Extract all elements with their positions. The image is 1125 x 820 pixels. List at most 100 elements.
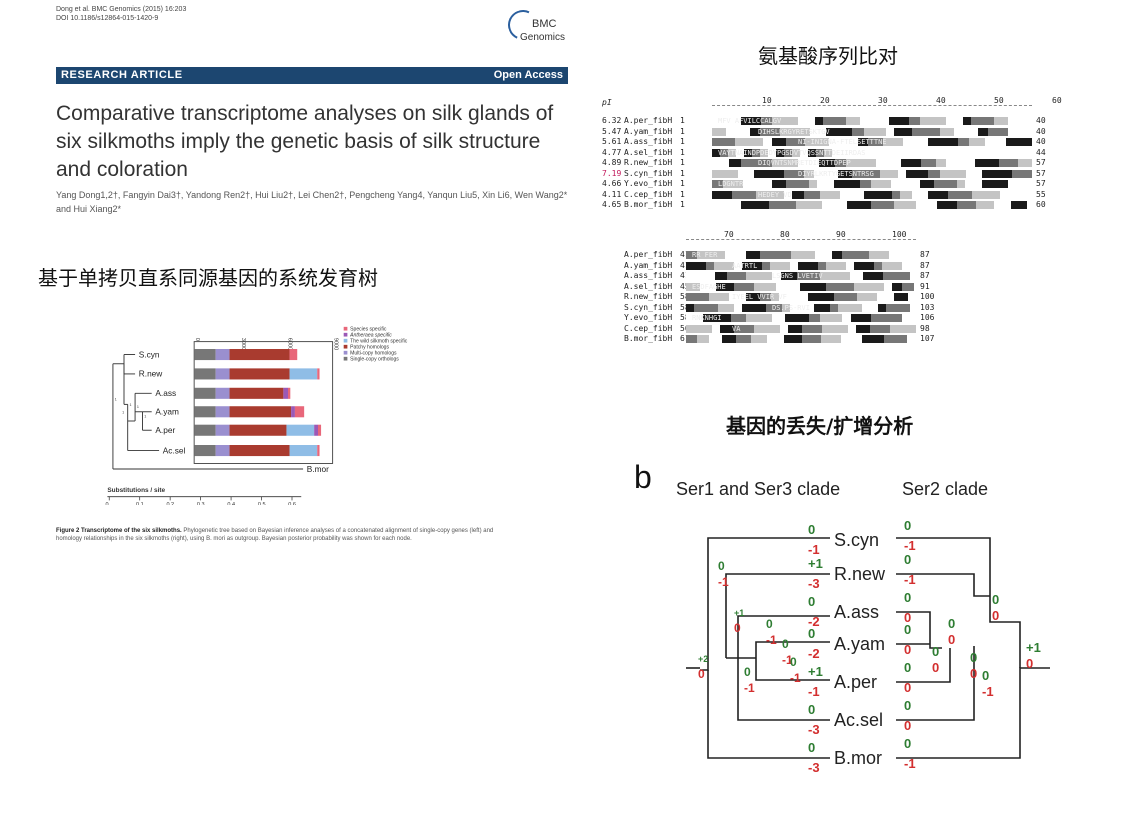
sequence-end: 55 (1036, 189, 1046, 199)
residue-shade (760, 251, 791, 259)
alignment-row: 4.65 B.mor_fibH 1 60 (602, 200, 1062, 210)
right-loss: 0 (904, 610, 911, 625)
bar-segment (194, 349, 216, 361)
bar-segment (318, 424, 322, 436)
residue-shade (972, 190, 1000, 199)
sequence-name: Y.evo_fibH (624, 179, 673, 188)
taxon-label: R.new (139, 369, 164, 379)
residue-fragment: HEDEY VD (758, 190, 792, 199)
residue-shade (912, 190, 928, 199)
residue-shade (767, 335, 784, 343)
residue-shade (762, 261, 770, 270)
residue-shade (709, 335, 722, 343)
right-gain: 0 (904, 698, 911, 713)
sequence-name: A.per_fibH (624, 116, 673, 125)
residue-shade (829, 138, 858, 146)
node-support: 1 (122, 411, 124, 415)
residue-shade (852, 169, 880, 178)
residue-shade (851, 314, 871, 322)
taxon-label: Ac.sel (163, 445, 186, 455)
residue-shade (819, 159, 835, 167)
bar-segment (194, 368, 216, 380)
sequence-start: 1 (680, 179, 685, 188)
left-loss: -2 (808, 646, 820, 661)
left-loss: -3 (808, 722, 820, 737)
residue-shade (792, 148, 800, 157)
residue-shade (858, 138, 868, 146)
residue-shade (834, 180, 860, 188)
ruler-number: 60 (1052, 96, 1062, 105)
taxon-label: A.yam (834, 634, 885, 654)
residue-shade (734, 303, 742, 312)
residue-shade (869, 251, 889, 259)
residue-shade (912, 127, 940, 136)
residue-shade (965, 180, 982, 188)
residue-fragment: VA (732, 324, 741, 333)
legend-swatch (343, 356, 348, 361)
residue-shade (901, 159, 921, 167)
residue-shade (857, 293, 877, 301)
residue-shade (756, 190, 784, 199)
residue-shade (871, 201, 894, 209)
bar-segment (229, 387, 284, 399)
right-gain: 0 (904, 736, 911, 751)
residue-shade (966, 169, 982, 178)
alignment-row: A.ass_fibH 41 LSGNS LVETIV 87 (602, 271, 1062, 281)
internal-loss: 0 (734, 621, 741, 635)
left-gain: 0 (808, 594, 815, 609)
left-gain: 0 (808, 702, 815, 717)
residue-shade (958, 138, 969, 146)
taxon-label: Ac.sel (834, 710, 883, 730)
bar-segment (283, 387, 288, 399)
bar-segment (288, 387, 291, 399)
residue-shade (726, 127, 750, 136)
alignment-heading: 氨基酸序列比对 (758, 44, 898, 68)
residue-shade (729, 293, 746, 301)
doi-line: DOI 10.1186/s12864-015-1420-9 (56, 15, 159, 22)
citation-line: Dong et al. BMC Genomics (2015) 16:203 (56, 6, 187, 13)
residue-shade (994, 117, 1008, 125)
scale-tick-label: 0.2 (166, 502, 174, 505)
pi-value: 6.32 (602, 116, 622, 125)
residue-shade (738, 169, 754, 178)
residue-shade (988, 127, 1008, 136)
residue-shade (937, 201, 957, 209)
residue-shade (826, 127, 852, 136)
residue-shade (820, 272, 850, 280)
legend-label: Antheraea specific (349, 333, 392, 339)
residue-shade (985, 138, 1006, 146)
sequence-end: 57 (1036, 168, 1046, 178)
residue-fragment: VAYTNAINDPDEDYPGSDVTVQSSNTTDEIIRDAS (718, 148, 866, 157)
residue-shade (712, 159, 729, 167)
internal-gain: 0 (790, 655, 797, 669)
residue-shade (780, 324, 788, 333)
residue-shade (686, 303, 694, 312)
bar-segment (289, 445, 318, 457)
residue-shade (769, 201, 796, 209)
bar-axis-tick: 6000 (286, 338, 292, 350)
scale-tick-label: 0.3 (197, 502, 205, 505)
sequence-end: 57 (1036, 158, 1046, 167)
residue-shade (818, 261, 826, 270)
residue-shade (963, 117, 971, 125)
residue-shade (809, 180, 817, 188)
residue-shade (928, 169, 940, 178)
right-gain: 0 (904, 552, 911, 567)
alignment-row: B.mor_fibH 61 107 (602, 334, 1062, 344)
pi-value: 4.89 (602, 158, 622, 167)
sequence-end: 98 (920, 323, 930, 333)
sequence-start: 58 (680, 313, 690, 322)
sequence-name: A.ass_fibH (624, 137, 673, 146)
journal-logo: BMC Genomics (503, 5, 572, 50)
residue-shade (790, 261, 798, 270)
residue-shade (742, 261, 762, 270)
residue-shade (770, 261, 790, 270)
residue-shade (734, 324, 754, 333)
residue-shade (928, 190, 948, 199)
residue-shade (883, 272, 910, 280)
residue-shade (772, 159, 798, 167)
internal-loss: 0 (970, 666, 977, 681)
residue-shade (878, 303, 886, 312)
left-loss: -3 (808, 760, 820, 775)
residue-shade (948, 190, 972, 199)
